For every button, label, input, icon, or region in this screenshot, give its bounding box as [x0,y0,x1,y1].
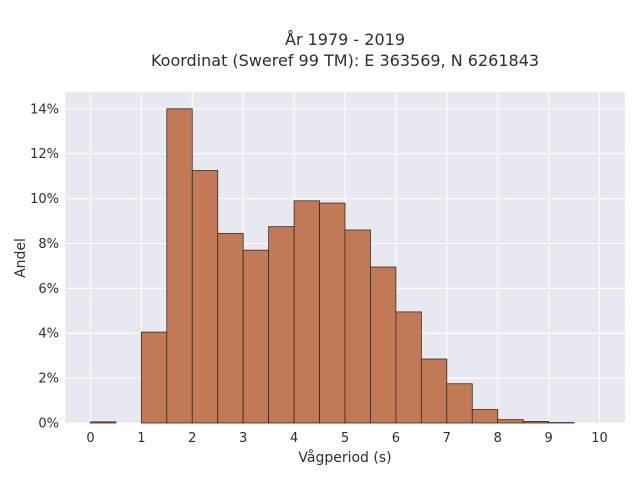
y-tick-label: 8% [38,237,59,252]
x-axis-label: Vågperiod (s) [298,449,391,466]
histogram-bar [446,383,473,424]
histogram-bar [471,409,499,424]
x-tick-label: 5 [341,431,349,446]
y-tick-label: 6% [38,282,59,297]
y-axis-ticks: 0% 2% 4% 6% 8% 10% 12% 14% [30,102,59,431]
chart-title-line1: År 1979 - 2019 [285,30,405,49]
histogram-bar [293,200,320,424]
histogram-bar [497,419,524,424]
y-axis-label: Andel [13,238,29,278]
histogram-bar [370,266,397,424]
histogram-bar [268,226,295,424]
histogram-bar [344,229,371,424]
histogram-bar [242,249,270,424]
y-tick-label: 10% [30,192,59,207]
y-tick-label: 2% [38,372,59,387]
x-axis-ticks: 0 1 2 3 4 5 6 7 8 9 10 [86,431,608,446]
x-tick-label: 1 [137,431,145,446]
histogram-bar [395,311,422,424]
x-tick-label: 3 [239,431,247,446]
chart-title-line2: Koordinat (Sweref 99 TM): E 363569, N 62… [151,51,539,70]
x-tick-label: 2 [188,431,196,446]
histogram-bar [191,170,219,424]
y-tick-label: 12% [30,147,59,162]
x-tick-label: 10 [591,431,608,446]
y-tick-label: 0% [38,417,59,432]
histogram-bar [90,421,117,424]
x-tick-label: 7 [443,431,451,446]
histogram-bar [319,202,346,424]
x-tick-label: 0 [86,431,94,446]
y-tick-label: 4% [38,327,59,342]
histogram-bar [217,232,244,424]
x-tick-label: 4 [290,431,298,446]
x-tick-label: 9 [544,431,552,446]
bars [90,108,575,424]
y-tick-label: 14% [30,102,59,117]
x-tick-label: 6 [392,431,400,446]
histogram-bar [420,358,448,424]
x-tick-label: 8 [494,431,502,446]
histogram-bar [140,331,168,424]
histogram-bar [166,108,193,424]
histogram-bar [522,421,550,424]
